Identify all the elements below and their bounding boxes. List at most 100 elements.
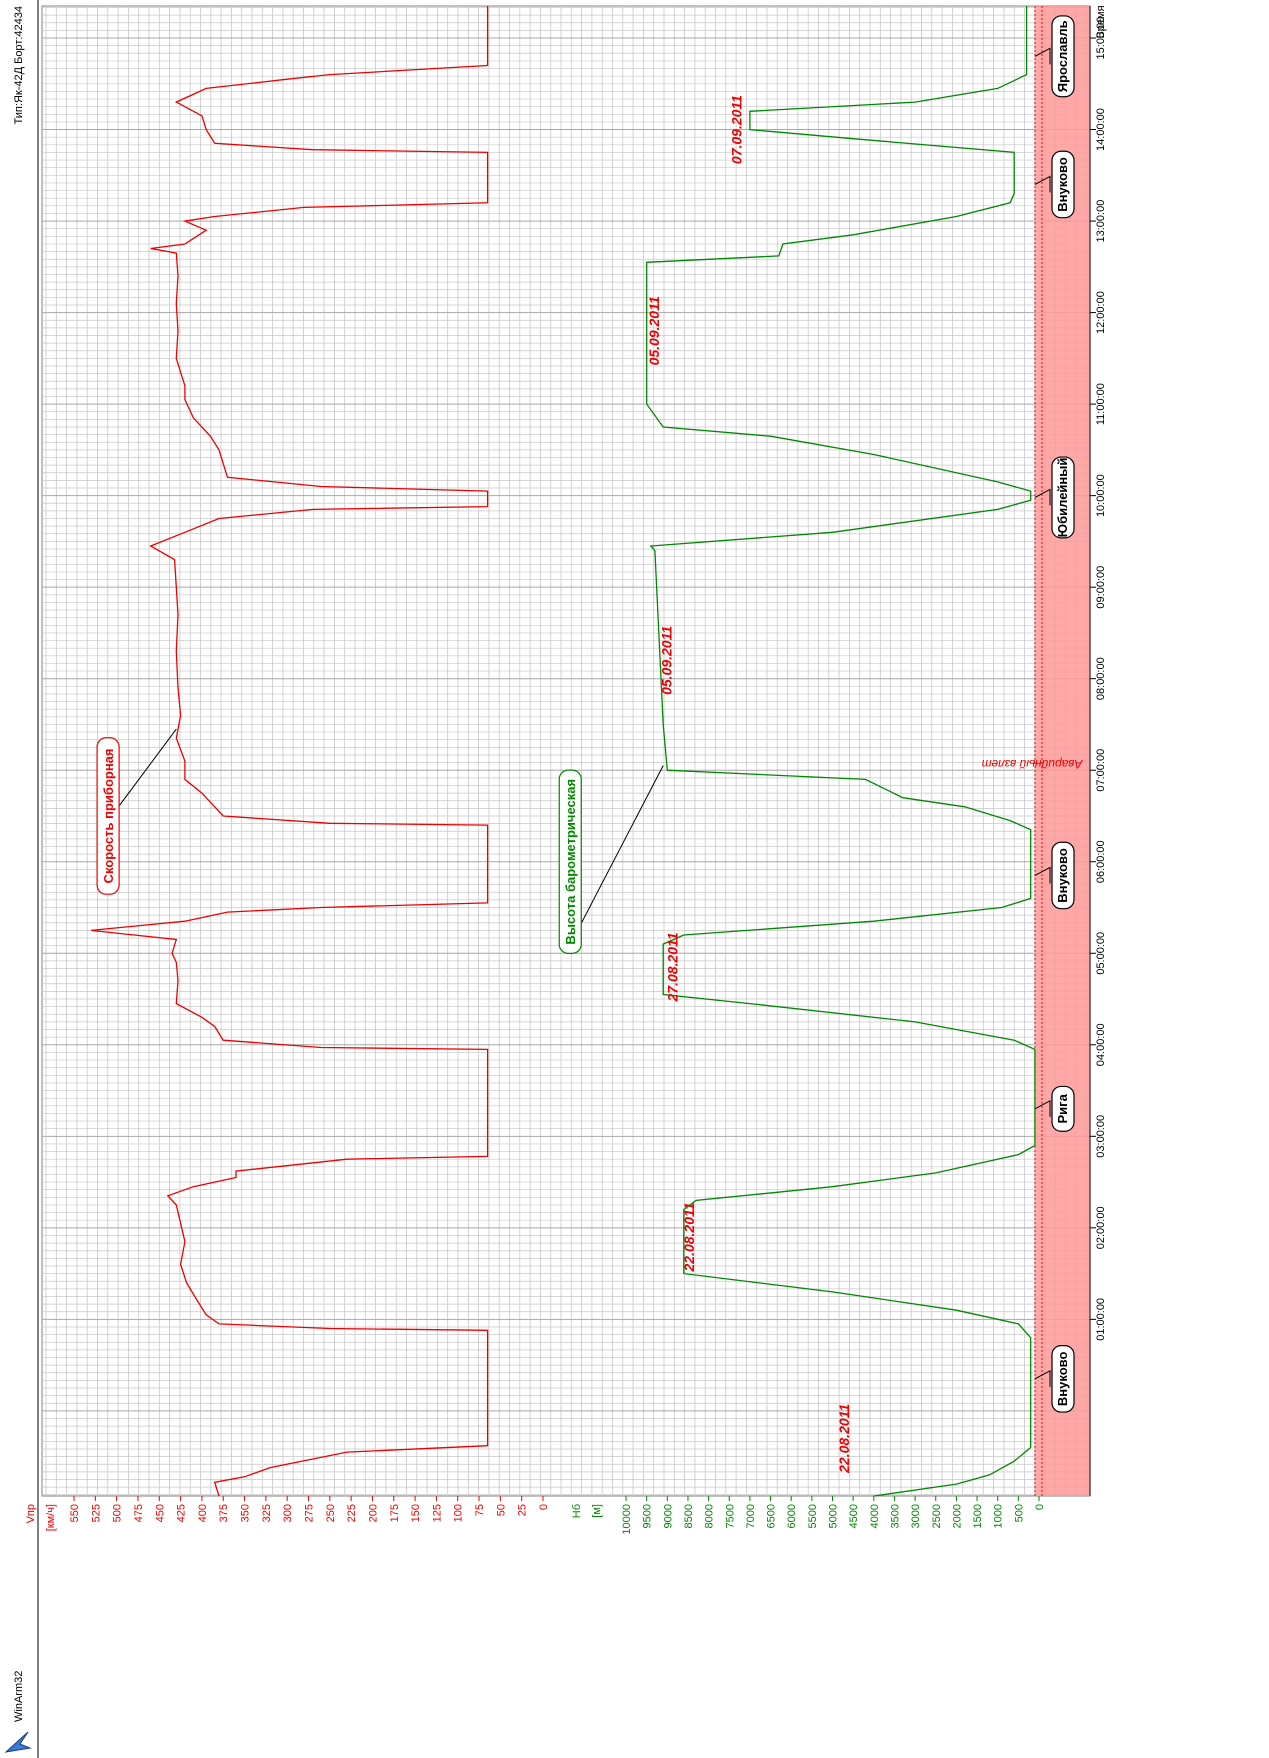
time-tick-label: 03:00:00 xyxy=(1095,1115,1107,1158)
app-name: WinArm32 xyxy=(13,1671,25,1722)
speed-tick-label: 0 xyxy=(538,1504,550,1510)
speed-tick-label: 250 xyxy=(325,1504,337,1522)
date-label: 05.09.2011 xyxy=(646,296,662,365)
chart-annotations: Внуково Рига Внуково Юбилейный Внуково Яросла… xyxy=(96,15,1075,1474)
airport-name: Рига xyxy=(1055,1093,1070,1123)
speed-tick-label: 350 xyxy=(240,1504,252,1522)
altitude-series-line xyxy=(646,6,1036,1497)
speed-tick-label: 50 xyxy=(495,1504,507,1516)
speed-tick-label: 475 xyxy=(133,1504,145,1522)
aircraft-info: Тип:Як-42Д Борт:42434 xyxy=(13,6,25,124)
time-tick-label: 02:00:00 xyxy=(1095,1206,1107,1249)
altitude-tick-label: 3500 xyxy=(889,1504,901,1528)
airport-callout-pointer xyxy=(1034,175,1051,193)
speed-tick-label: 550 xyxy=(69,1504,81,1522)
chart-series xyxy=(91,6,1036,1497)
date-label: 22.08.2011 xyxy=(836,1404,852,1474)
speed-tick-label: 300 xyxy=(282,1504,294,1522)
airport-callout: Юбилейный xyxy=(1034,456,1075,539)
time-tick-label: 08:00:00 xyxy=(1095,657,1107,700)
airport-callout-pointer xyxy=(1034,488,1051,506)
speed-tick-label: 275 xyxy=(304,1504,316,1522)
altitude-tick-label: 8000 xyxy=(704,1504,716,1528)
speed-tick-label: 525 xyxy=(90,1504,102,1522)
altitude-label-box xyxy=(558,769,582,954)
airport-callout-box xyxy=(1051,456,1075,539)
airport-callout: Рига xyxy=(1034,1085,1075,1132)
airport-name: Юбилейный xyxy=(1055,458,1070,538)
speed-tick-label: 425 xyxy=(176,1504,188,1522)
airport-callout-box xyxy=(1051,15,1075,98)
logo-wing-shape xyxy=(4,1731,32,1753)
time-tick-label: 10:00:00 xyxy=(1095,474,1107,517)
altitude-tick-label: 1000 xyxy=(993,1504,1005,1528)
airport-callout-pointer xyxy=(1034,47,1051,65)
airport-callout-box xyxy=(1051,1345,1075,1413)
speed-tick-label: 375 xyxy=(218,1504,230,1522)
chart-axes: 550 525 500 475 450 425 400 375 350 325 300 275 250 2… xyxy=(25,5,1107,1534)
altitude-tick-label: 2000 xyxy=(951,1504,963,1528)
altitude-tick-label: 500 xyxy=(1013,1504,1025,1522)
altitude-tick-label: 0 xyxy=(1034,1504,1046,1510)
speed-tick-label: 75 xyxy=(474,1504,486,1516)
speed-label-box xyxy=(96,737,120,895)
speed-tick-label: 25 xyxy=(517,1504,529,1516)
altitude-tick-label: 2500 xyxy=(931,1504,943,1528)
chart-grid xyxy=(41,5,1091,1497)
altitude-series-label: Высота барометрическая xyxy=(563,779,578,945)
speed-tick-label: 150 xyxy=(410,1504,422,1522)
emergency-band: Аварийный взлет xyxy=(982,6,1090,1496)
airport-name: Ярославль xyxy=(1055,20,1070,92)
airport-callout: Внуково xyxy=(1034,841,1075,910)
altitude-tick-label: 4000 xyxy=(869,1504,881,1528)
altitude-tick-label: 8500 xyxy=(683,1504,695,1528)
time-tick-label: 11:00:00 xyxy=(1095,383,1107,425)
speed-series-label: Скорость приборная xyxy=(101,749,116,884)
date-label: 27.08.2011 xyxy=(665,932,681,1002)
airport-callout: Внуково xyxy=(1034,1345,1075,1413)
airport-name: Внуково xyxy=(1055,1352,1070,1407)
altitude-tick-label: 6000 xyxy=(786,1504,798,1528)
winarm-logo-icon xyxy=(4,1731,32,1753)
time-tick-label: 13:00:00 xyxy=(1095,200,1107,243)
speed-tick-label: 450 xyxy=(154,1504,166,1522)
altitude-tick-label: 9000 xyxy=(662,1504,674,1528)
speed-label-leader xyxy=(118,728,177,807)
speed-tick-label: 400 xyxy=(197,1504,209,1522)
speed-tick-label: 325 xyxy=(261,1504,273,1522)
date-label: 22.08.2011 xyxy=(681,1202,697,1272)
time-axis-title: Время xyxy=(1095,5,1107,38)
airport-callout-box xyxy=(1051,841,1075,910)
altitude-tick-label: 10000 xyxy=(621,1504,633,1535)
altitude-axis-label: Нб xyxy=(571,1504,583,1518)
time-tick-label: 12:00:00 xyxy=(1095,291,1107,334)
time-tick-label: 15:00:00 xyxy=(1095,17,1107,60)
airport-callout-box xyxy=(1051,150,1075,219)
emergency-band-fill xyxy=(1035,6,1090,1496)
plot-area xyxy=(41,5,1091,1497)
time-tick-label: 06:00:00 xyxy=(1095,840,1107,883)
altitude-tick-label: 4500 xyxy=(848,1504,860,1528)
speed-tick-label: 225 xyxy=(346,1504,358,1522)
date-label: 05.09.2011 xyxy=(658,626,674,695)
airport-callout-pointer xyxy=(1034,1370,1051,1387)
speed-tick-label: 125 xyxy=(431,1504,443,1522)
altitude-tick-label: 5500 xyxy=(807,1504,819,1528)
airport-callout-pointer xyxy=(1034,1100,1051,1117)
altitude-tick-label: 7500 xyxy=(724,1504,736,1528)
airport-name: Внуково xyxy=(1055,848,1070,903)
speed-axis-label: Vпр xyxy=(25,1504,37,1523)
altitude-axis-unit: [м] xyxy=(591,1504,603,1518)
altitude-tick-label: 9500 xyxy=(642,1504,654,1528)
emergency-band-label: Аварийный взлет xyxy=(982,757,1084,771)
airport-callout: Внуково xyxy=(1034,150,1075,219)
altitude-tick-label: 1500 xyxy=(972,1504,984,1528)
altitude-tick-label: 3000 xyxy=(910,1504,922,1528)
airport-callout-pointer xyxy=(1034,866,1051,884)
time-tick-label: 14:00:00 xyxy=(1095,108,1107,151)
airport-callout-box xyxy=(1051,1085,1075,1132)
speed-series-line xyxy=(91,6,489,1497)
altitude-tick-label: 5000 xyxy=(828,1504,840,1528)
altitude-label-leader xyxy=(580,765,664,924)
speed-axis-unit: [км/ч] xyxy=(45,1504,57,1531)
